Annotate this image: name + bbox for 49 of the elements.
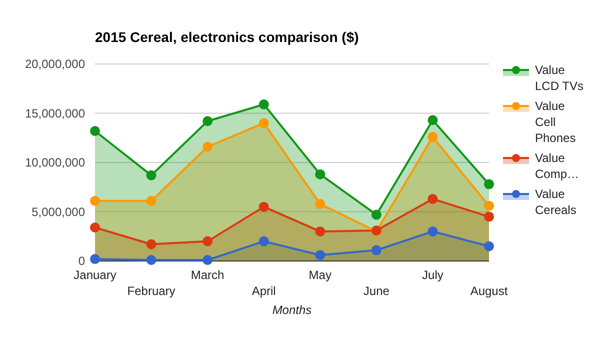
point	[258, 202, 269, 212]
point	[315, 198, 326, 209]
y-tick-label: 10,000,000	[24, 156, 86, 170]
x-tick-label: July	[422, 268, 444, 282]
point	[428, 194, 438, 204]
legend-label: Value Cell Phones	[535, 99, 576, 145]
point	[202, 116, 213, 126]
y-tick-label: 20,000,000	[24, 57, 86, 71]
point	[90, 126, 100, 136]
point	[428, 226, 438, 236]
point	[202, 255, 213, 266]
x-tick-label: June	[363, 284, 390, 298]
x-tick-label: March	[190, 268, 224, 282]
point	[146, 196, 156, 206]
point	[371, 210, 382, 220]
x-tick-label: August	[470, 284, 508, 298]
point	[202, 236, 213, 246]
point	[428, 115, 438, 126]
point	[484, 212, 494, 222]
point	[90, 196, 100, 206]
point	[258, 99, 269, 110]
point	[146, 255, 156, 266]
point	[90, 222, 100, 233]
point	[146, 239, 156, 250]
point	[90, 254, 100, 264]
point	[484, 241, 494, 252]
point	[146, 170, 156, 180]
point	[484, 200, 494, 211]
legend-label: Value Cereals	[535, 187, 576, 217]
x-tick-label: February	[127, 284, 176, 298]
point	[484, 179, 494, 190]
point	[428, 132, 438, 142]
y-tick-label: 5,000,000	[32, 204, 86, 219]
legend-label: Value LCD TVs	[535, 63, 584, 93]
y-tick-label: 0	[78, 254, 86, 268]
point	[371, 245, 382, 256]
point	[315, 169, 326, 180]
point	[202, 142, 213, 152]
point	[315, 226, 326, 236]
x-axis-title: Months	[272, 303, 312, 317]
point	[315, 250, 326, 260]
legend-label: Value Comp…	[535, 151, 580, 181]
x-tick-label: January	[74, 268, 116, 282]
point	[258, 236, 269, 246]
x-tick-label: May	[308, 268, 332, 282]
point	[258, 118, 269, 128]
x-tick-label: April	[252, 284, 276, 298]
y-tick-label: 15,000,000	[24, 106, 86, 120]
chart-title: 2015 Cereal, electronics comparison ($)	[95, 29, 359, 45]
